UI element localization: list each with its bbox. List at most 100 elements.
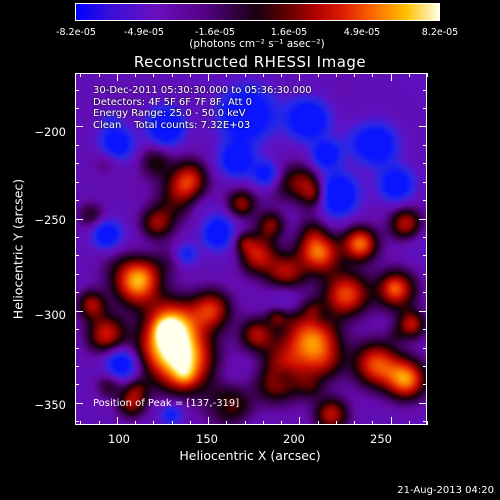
timestamp: 21-Aug-2013 04:20 bbox=[397, 485, 494, 496]
axis-tick bbox=[372, 73, 374, 77]
axis-tick bbox=[281, 73, 283, 77]
axis-tick bbox=[317, 73, 319, 77]
axis-tick bbox=[75, 237, 79, 239]
axis-tick bbox=[281, 421, 283, 425]
axis-tick bbox=[75, 273, 79, 275]
axis-tick bbox=[408, 73, 410, 77]
axis-tick bbox=[262, 421, 264, 425]
axis-tick bbox=[372, 421, 374, 425]
axis-tick bbox=[354, 421, 356, 425]
x-tick-label: 150 bbox=[196, 432, 218, 446]
axis-tick bbox=[423, 292, 427, 294]
axis-tick bbox=[98, 73, 100, 77]
axis-tick bbox=[75, 347, 79, 349]
axis-tick bbox=[153, 73, 155, 77]
axis-tick bbox=[189, 73, 191, 77]
axis-tick bbox=[390, 73, 392, 81]
axis-tick bbox=[335, 421, 337, 425]
info-line: Energy Range: 25.0 - 50.0 keV bbox=[93, 108, 246, 119]
axis-tick bbox=[419, 310, 427, 312]
axis-tick bbox=[423, 163, 427, 165]
chart-title: Reconstructed RHESSI Image bbox=[133, 53, 367, 71]
axis-tick bbox=[171, 73, 173, 77]
axis-tick bbox=[423, 347, 427, 349]
info-line: Detectors: 4F 5F 6F 7F 8F, Att 0 bbox=[93, 96, 253, 108]
axis-tick bbox=[98, 421, 100, 425]
x-axis-label: Heliocentric X (arcsec) bbox=[179, 448, 321, 463]
axis-tick bbox=[135, 73, 137, 77]
axis-tick bbox=[419, 126, 427, 128]
axis-tick bbox=[335, 73, 337, 77]
y-tick-label: −300 bbox=[34, 308, 66, 322]
axis-tick bbox=[419, 402, 427, 404]
axis-tick bbox=[75, 108, 79, 110]
axis-tick bbox=[423, 329, 427, 331]
colorbar-tick: -8.2e-05 bbox=[56, 27, 96, 38]
axis-tick bbox=[244, 421, 246, 425]
axis-tick bbox=[427, 73, 428, 77]
axis-tick bbox=[153, 421, 155, 425]
axis-tick bbox=[75, 89, 79, 91]
axis-tick bbox=[423, 200, 427, 202]
plot-area bbox=[75, 73, 427, 425]
axis-tick bbox=[423, 144, 427, 146]
y-tick-label: −350 bbox=[34, 398, 66, 412]
axis-tick bbox=[423, 366, 427, 368]
axis-tick bbox=[226, 421, 228, 425]
axis-tick bbox=[75, 255, 79, 257]
axis-tick bbox=[208, 73, 210, 81]
axis-tick bbox=[80, 73, 82, 77]
axis-tick bbox=[75, 181, 79, 183]
axis-tick bbox=[423, 421, 427, 423]
axis-tick bbox=[116, 417, 118, 425]
axis-tick bbox=[75, 310, 83, 312]
axis-tick bbox=[80, 421, 82, 425]
axis-tick bbox=[189, 421, 191, 425]
axis-tick bbox=[75, 163, 79, 165]
axis-tick bbox=[75, 218, 83, 220]
y-tick-label: −200 bbox=[34, 125, 66, 139]
axis-tick bbox=[423, 255, 427, 257]
axis-tick bbox=[423, 237, 427, 239]
colorbar-tick: -4.9e-05 bbox=[124, 27, 164, 38]
axis-tick bbox=[75, 366, 79, 368]
axis-tick bbox=[390, 417, 392, 425]
axis-tick bbox=[75, 329, 79, 331]
observation-info: 30-Dec-2011 05:30:30.000 to 05:36:30.000… bbox=[93, 85, 312, 131]
y-tick-label: −250 bbox=[34, 213, 66, 227]
colorbar-tick: -1.6e-05 bbox=[195, 27, 235, 38]
axis-tick bbox=[75, 421, 79, 423]
colorbar-units: (photons cm⁻² s⁻¹ asec⁻²) bbox=[189, 38, 325, 50]
axis-tick bbox=[354, 73, 356, 77]
axis-tick bbox=[423, 384, 427, 386]
colorbar-tick: 8.2e-05 bbox=[421, 27, 459, 38]
axis-tick bbox=[75, 200, 79, 202]
axis-tick bbox=[262, 73, 264, 77]
colorbar-tick: 1.6e-05 bbox=[270, 27, 308, 38]
info-line: Clean Total counts: 7.32E+03 bbox=[93, 119, 251, 131]
info-line: 30-Dec-2011 05:30:30.000 to 05:36:30.000 bbox=[93, 85, 312, 96]
axis-tick bbox=[427, 421, 428, 425]
axis-tick bbox=[408, 421, 410, 425]
axis-tick bbox=[226, 73, 228, 77]
axis-tick bbox=[116, 73, 118, 81]
axis-tick bbox=[75, 384, 79, 386]
axis-tick bbox=[171, 421, 173, 425]
peak-position-label: Position of Peak = [137,-319] bbox=[93, 398, 240, 409]
colorbar bbox=[75, 3, 440, 21]
x-tick-label: 200 bbox=[283, 432, 305, 446]
x-tick-label: 250 bbox=[370, 432, 392, 446]
x-tick-label: 100 bbox=[108, 432, 130, 446]
axis-tick bbox=[423, 89, 427, 91]
axis-tick bbox=[135, 421, 137, 425]
axis-tick bbox=[75, 144, 79, 146]
colorbar-tick: 4.9e-05 bbox=[343, 27, 381, 38]
axis-tick bbox=[423, 181, 427, 183]
axis-tick bbox=[75, 292, 79, 294]
axis-tick bbox=[419, 218, 427, 220]
axis-tick bbox=[75, 402, 83, 404]
heatmap-image bbox=[76, 74, 426, 424]
axis-tick bbox=[299, 73, 301, 81]
axis-tick bbox=[244, 73, 246, 77]
axis-tick bbox=[299, 417, 301, 425]
